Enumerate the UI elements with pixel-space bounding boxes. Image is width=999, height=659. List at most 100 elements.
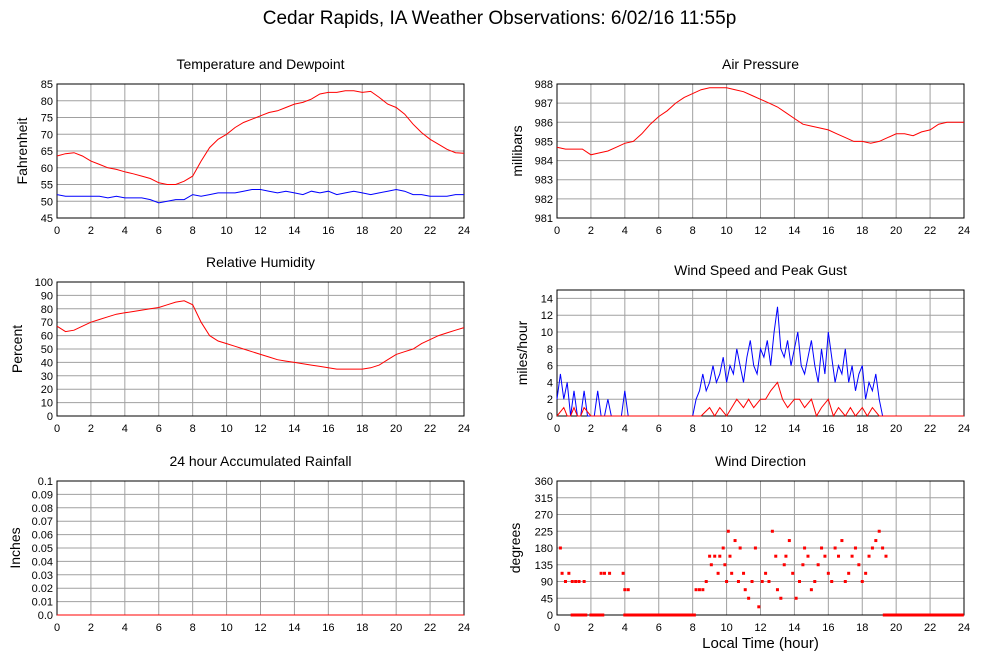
- data-point: [830, 580, 834, 583]
- data-point: [677, 613, 681, 617]
- data-point: [798, 580, 802, 583]
- data-point: [596, 613, 600, 617]
- data-point: [820, 546, 824, 550]
- data-point: [647, 613, 651, 617]
- data-point: [630, 613, 634, 617]
- y-tick-label: 0.07: [32, 516, 53, 528]
- data-point: [779, 596, 783, 600]
- x-tick-label: 0: [54, 423, 60, 435]
- y-tick-label: 75: [41, 113, 53, 125]
- y-tick-label: 983: [535, 175, 553, 187]
- data-point: [563, 580, 567, 583]
- data-point: [679, 613, 683, 617]
- plot-frame: [56, 83, 465, 219]
- data-point: [623, 613, 627, 617]
- y-tick-label: 45: [41, 213, 53, 225]
- x-tick-label: 14: [288, 622, 300, 634]
- x-tick-label: 14: [288, 225, 300, 237]
- data-point: [653, 613, 657, 617]
- y-tick-label: 180: [535, 543, 553, 555]
- data-point: [909, 613, 913, 617]
- y-tick-label: 0.01: [32, 597, 53, 609]
- x-tick-label: 4: [622, 423, 628, 435]
- data-point: [916, 613, 920, 617]
- chart-title: Wind Direction: [715, 453, 806, 469]
- data-point: [730, 571, 734, 575]
- y-tick-label: 55: [41, 180, 53, 192]
- x-tick-label: 24: [458, 225, 470, 237]
- data-point: [911, 613, 915, 617]
- data-point: [645, 613, 649, 617]
- series-line-0: [556, 87, 964, 156]
- x-tick-label: 4: [622, 225, 628, 237]
- x-tick-label: 24: [958, 225, 970, 237]
- y-tick-label: 985: [535, 136, 553, 148]
- y-tick-label: 0.04: [32, 556, 53, 568]
- x-tick-label: 20: [390, 423, 402, 435]
- y-tick-label: 225: [535, 526, 553, 538]
- y-tick-label: 981: [535, 213, 553, 225]
- data-point: [950, 613, 954, 617]
- data-point: [843, 580, 847, 583]
- data-point: [602, 571, 606, 575]
- data-point: [767, 580, 771, 583]
- data-point: [591, 613, 595, 617]
- data-point: [816, 563, 820, 567]
- y-tick-label: 65: [41, 146, 53, 158]
- data-point: [665, 613, 669, 617]
- x-tick-label: 12: [254, 225, 266, 237]
- x-tick-label: 10: [720, 423, 732, 435]
- data-point: [874, 539, 878, 543]
- chart-title: 24 hour Accumulated Rainfall: [169, 453, 351, 469]
- x-tick-label: 10: [720, 225, 732, 237]
- data-point: [782, 563, 786, 567]
- data-point: [884, 613, 888, 617]
- y-tick-label: 85: [41, 79, 53, 91]
- data-point: [623, 588, 627, 592]
- x-tick-label: 16: [822, 423, 834, 435]
- data-point: [657, 613, 661, 617]
- y-tick-label: 0.05: [32, 543, 53, 555]
- y-tick-label: 135: [535, 560, 553, 572]
- x-tick-label: 6: [656, 423, 662, 435]
- y-tick-label: 50: [41, 344, 53, 356]
- x-tick-label: 12: [254, 622, 266, 634]
- data-point: [806, 554, 810, 558]
- data-point: [577, 580, 581, 583]
- y-tick-label: 0.06: [32, 530, 53, 542]
- data-point: [809, 588, 813, 592]
- data-point: [803, 546, 807, 550]
- data-point: [867, 554, 871, 558]
- y-tick-label: 12: [541, 310, 553, 322]
- data-point: [738, 546, 742, 550]
- data-point: [774, 554, 778, 558]
- series-line-0: [56, 300, 465, 370]
- x-tick-label: 4: [122, 423, 128, 435]
- x-tick-label: 16: [822, 622, 834, 634]
- data-point: [925, 613, 929, 617]
- data-point: [915, 613, 919, 617]
- data-point: [636, 613, 640, 617]
- data-point: [960, 613, 964, 617]
- data-point: [947, 613, 951, 617]
- y-tick-label: 0.08: [32, 503, 53, 515]
- x-tick-label: 0: [54, 622, 60, 634]
- y-tick-label: 987: [535, 98, 553, 110]
- data-point: [577, 613, 581, 617]
- data-point: [775, 588, 779, 592]
- y-tick-label: 50: [41, 196, 53, 208]
- x-tick-label: 16: [322, 423, 334, 435]
- y-tick-label: 0: [47, 411, 53, 423]
- x-tick-label: 8: [690, 622, 696, 634]
- data-point: [692, 613, 696, 617]
- data-point: [921, 613, 925, 617]
- y-tick-label: 80: [41, 304, 53, 316]
- data-point: [597, 613, 601, 617]
- data-point: [764, 571, 768, 575]
- data-point: [747, 596, 751, 600]
- data-point: [837, 554, 841, 558]
- y-tick-label: 100: [35, 277, 53, 289]
- plot-frame: [556, 83, 965, 219]
